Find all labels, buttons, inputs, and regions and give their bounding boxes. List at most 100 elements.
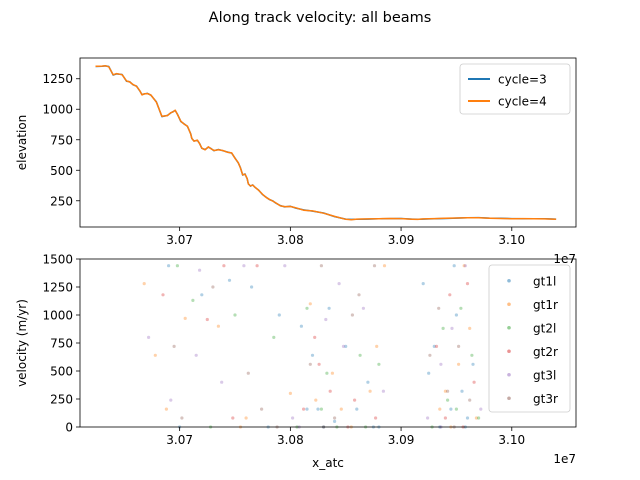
scatter-point-gt1r [330, 371, 334, 375]
scatter-point-gt1r [375, 344, 379, 348]
scatter-point-gt2l [441, 326, 445, 330]
scatter-point-gt3l [291, 416, 295, 420]
y-tick-label: 0 [65, 421, 73, 435]
y-tick-label: 750 [50, 133, 73, 147]
legend-marker-gt1r [507, 302, 511, 307]
scatter-point-gt3l [220, 380, 224, 384]
scatter-point-gt2r [465, 282, 470, 286]
scatter-point-gt1l [449, 407, 453, 411]
scatter-point-gt3l [324, 317, 328, 322]
x-offset-label: 1e7 [553, 452, 576, 466]
scatter-point-gt2r [302, 407, 306, 411]
y-tick-label: 500 [50, 164, 73, 178]
scatter-point-gt1l [200, 293, 204, 297]
axes-frame [79, 57, 577, 228]
scatter-point-gt3l [194, 353, 198, 357]
scatter-point-gt1l [299, 324, 303, 328]
scatter-point-gt3l [169, 398, 173, 402]
scatter-point-gt2r [374, 416, 378, 420]
scatter-point-gt2r [472, 380, 476, 384]
scatter-point-gt1l [421, 282, 425, 286]
scatter-point-gt2l [325, 371, 329, 375]
scatter-point-gt3r [260, 407, 264, 411]
scatter-point-gt1r [164, 407, 168, 411]
scatter-point-gt3l [242, 264, 246, 268]
scatter-point-gt1r [183, 316, 187, 320]
y-tick-label: 250 [50, 393, 73, 407]
x-tick-label: 3.10 [498, 233, 525, 247]
legend-label-gt2r: gt2r [533, 345, 558, 359]
scatter-point-gt1l [460, 389, 464, 393]
scatter-point-gt1r [368, 389, 372, 393]
legend-label-gt3l: gt3l [533, 368, 556, 382]
legend: gt1l gt1r gt2l gt2r gt3l gt3r [488, 264, 571, 413]
y-tick-label: 750 [50, 337, 73, 351]
scatter-point-gt2l [305, 306, 309, 310]
scatter-point-gt1l [344, 344, 348, 348]
scatter-point-gt1r [314, 398, 318, 402]
scatter-point-gt2r [205, 317, 209, 322]
legend: cycle=3 cycle=4 [459, 63, 571, 115]
scatter-point-gt2r [313, 335, 317, 339]
scatter-point-gt1l [427, 371, 431, 375]
scatter-point-gt2r [353, 398, 357, 402]
scatter-point-gt3r [333, 416, 337, 420]
scatter-point-gt1r [142, 282, 146, 286]
scatter-point-gt3r [246, 371, 250, 375]
scatter-point-gt1r [308, 302, 312, 306]
scatter-point-gt3r [372, 264, 377, 268]
scatter-point-gt3r [428, 353, 432, 357]
scatter-point-gt3r [437, 306, 441, 310]
scatter-point-gt2l [272, 335, 276, 339]
scatter-point-gt2l [477, 416, 481, 420]
y-tick-label: 1000 [42, 309, 73, 323]
scatter-point-gt1r [462, 264, 466, 268]
scatter-point-gt2r [448, 293, 452, 297]
y-tick-label: 1250 [42, 281, 73, 295]
legend-label-cycle=4: cycle=4 [498, 95, 547, 109]
scatter-point-gt1l [327, 306, 331, 310]
x-tick-label: 3.07 [166, 433, 193, 447]
figure-title: Along track velocity: all beams [209, 10, 432, 26]
x-axis-label: x_atc [312, 456, 344, 470]
scatter-point-gt3r [211, 285, 215, 289]
scatter-point-gt1l [250, 285, 254, 289]
scatter-point-gt2r [222, 264, 226, 268]
scatter-point-gt3r [172, 344, 176, 348]
y-tick-label: 250 [50, 194, 73, 208]
scatter-point-gt3l [361, 306, 365, 310]
scatter-point-gt3r [357, 293, 361, 297]
scatter-point-gt1l [333, 419, 337, 423]
scatter-point-gt2l [191, 298, 195, 302]
scatter-point-gt1r [339, 407, 343, 411]
scatter-point-gt1l [432, 344, 436, 348]
scatter-point-gt1l [452, 264, 456, 268]
scatter-point-gt2l [459, 306, 463, 310]
scatter-point-gt3l [426, 416, 430, 420]
series-line-cycle=4 [95, 65, 557, 221]
elevation-axes: 3.07 3.08 3.09 3.10250500750100012501e7elev… [15, 57, 577, 266]
velocity-axes: 3.07 3.08 3.09 3.10 0 250 500 750 1000 1250 1500 1e… [15, 253, 577, 470]
scatter-point-gt1l [454, 313, 458, 317]
scatter-point-gt2l [358, 353, 362, 357]
legend-box [488, 264, 571, 413]
scatter-point-gt2l [319, 407, 323, 411]
legend-label-gt2l: gt2l [533, 321, 556, 335]
scatter-point-gt1r [244, 416, 248, 420]
scatter-point-gt3r [350, 313, 354, 317]
scatter-point-gt3r [468, 398, 472, 402]
scatter-point-gt2r [255, 264, 259, 268]
scatter-point-gt1r [443, 389, 447, 393]
scatter-point-gt3l [479, 407, 483, 411]
scatter-point-gt3r [319, 264, 323, 268]
legend-label-gt1l: gt1l [533, 274, 556, 288]
scatter-point-gt2r [231, 416, 235, 420]
scatter-point-gt1l [471, 362, 475, 366]
scatter-point-gt2l [454, 407, 458, 411]
scatter-point-gt2r [317, 362, 321, 366]
scatter-point-gt1r [468, 326, 472, 330]
legend-marker-gt2l [507, 325, 511, 330]
x-tick-label: 3.07 [166, 233, 193, 247]
legend-marker-gt3l [507, 372, 511, 377]
